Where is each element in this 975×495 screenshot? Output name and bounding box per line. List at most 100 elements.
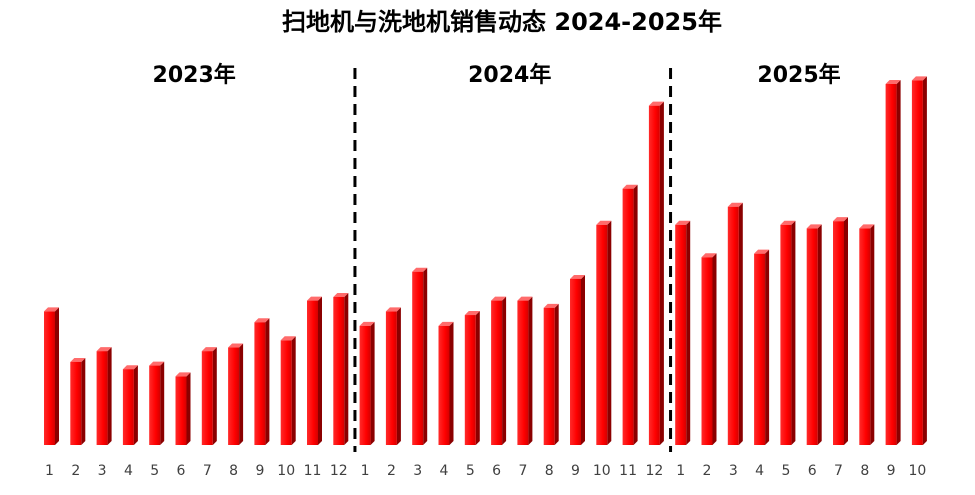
bar-side bbox=[423, 267, 428, 445]
bar-top bbox=[833, 217, 848, 222]
bar-side bbox=[475, 311, 480, 445]
bar-side bbox=[318, 296, 322, 445]
x-tick-label: 4 bbox=[440, 463, 449, 479]
bar-top bbox=[648, 101, 664, 106]
x-tick-label: 9 bbox=[255, 463, 264, 479]
x-tick-label: 10 bbox=[908, 463, 926, 479]
bar-side bbox=[186, 372, 191, 445]
bar-side bbox=[607, 220, 612, 445]
bar-front bbox=[780, 224, 792, 445]
bar-top bbox=[70, 357, 86, 362]
bar-top bbox=[438, 321, 454, 326]
bar bbox=[464, 311, 480, 445]
bar bbox=[333, 292, 349, 445]
bar-side bbox=[370, 321, 375, 445]
bar-front bbox=[675, 224, 687, 445]
bar-top bbox=[44, 307, 59, 312]
bar-top bbox=[727, 202, 743, 207]
bar-top bbox=[254, 318, 270, 323]
x-tick-label: 3 bbox=[413, 463, 422, 479]
x-tick-label: 2 bbox=[71, 463, 80, 479]
bar-front bbox=[833, 221, 844, 445]
x-tick-label: 5 bbox=[150, 463, 159, 479]
x-tick-label: 12 bbox=[645, 463, 663, 479]
bar-front bbox=[201, 351, 213, 445]
bar-front bbox=[385, 311, 397, 445]
bar-top bbox=[517, 296, 533, 301]
x-tick-label: 5 bbox=[466, 463, 475, 479]
bar-front bbox=[44, 311, 55, 445]
bar-front bbox=[543, 307, 555, 445]
bar-front bbox=[149, 365, 161, 445]
bar-front bbox=[911, 80, 923, 445]
bar-side bbox=[817, 224, 822, 445]
bar bbox=[570, 274, 585, 445]
bar bbox=[727, 202, 743, 445]
bar-front bbox=[96, 351, 108, 445]
bar-front bbox=[622, 188, 634, 445]
bar bbox=[701, 253, 717, 445]
bar-top bbox=[859, 224, 875, 229]
bar-side bbox=[133, 365, 138, 445]
x-tick-label: 3 bbox=[729, 463, 738, 479]
bar-top bbox=[596, 220, 612, 225]
bar-front bbox=[359, 325, 371, 445]
x-tick-label: 11 bbox=[619, 463, 637, 479]
bar-top bbox=[543, 303, 559, 308]
bar-top bbox=[122, 365, 138, 370]
bar-top bbox=[885, 80, 901, 84]
year-label: 2024年 bbox=[468, 62, 551, 88]
x-tick-label: 5 bbox=[781, 463, 790, 479]
bar bbox=[911, 76, 927, 445]
bar bbox=[307, 296, 322, 445]
bar-top bbox=[412, 267, 428, 272]
bar bbox=[359, 321, 375, 445]
bar bbox=[412, 267, 428, 445]
bar-side bbox=[554, 303, 559, 445]
bar-side bbox=[896, 80, 901, 445]
bar-front bbox=[806, 228, 818, 445]
bar-side bbox=[633, 184, 638, 445]
bar-side bbox=[528, 296, 533, 445]
bar-front bbox=[885, 84, 897, 445]
year-label: 2023年 bbox=[153, 62, 236, 88]
bar-side bbox=[55, 307, 59, 445]
bar-top bbox=[307, 296, 322, 301]
x-tick-label: 8 bbox=[545, 463, 554, 479]
bar-top bbox=[464, 311, 480, 316]
bar bbox=[149, 361, 165, 445]
bar-front bbox=[175, 376, 187, 445]
bar-side bbox=[712, 253, 717, 445]
bar bbox=[648, 101, 664, 445]
bar bbox=[885, 80, 901, 445]
bar bbox=[754, 249, 770, 445]
bar bbox=[254, 318, 270, 445]
bar-top bbox=[175, 372, 191, 377]
x-tick-label: 1 bbox=[676, 463, 685, 479]
bar-side bbox=[239, 343, 244, 445]
bar bbox=[833, 217, 848, 445]
bar-side bbox=[344, 292, 349, 445]
bar-front bbox=[570, 278, 581, 445]
bar-front bbox=[491, 300, 503, 445]
bar bbox=[622, 184, 638, 445]
bar-top bbox=[754, 249, 770, 254]
bar bbox=[122, 365, 138, 445]
bar-side bbox=[870, 224, 875, 445]
x-tick-label: 9 bbox=[887, 463, 896, 479]
bar-side bbox=[81, 357, 86, 445]
bar-side bbox=[291, 336, 296, 445]
bar-front bbox=[727, 206, 739, 445]
x-tick-label: 1 bbox=[361, 463, 370, 479]
bars bbox=[44, 76, 927, 445]
bar-top bbox=[675, 220, 691, 225]
x-tick-label: 12 bbox=[330, 463, 348, 479]
bar-front bbox=[333, 296, 345, 445]
bar-side bbox=[581, 274, 585, 445]
bar bbox=[385, 307, 401, 445]
x-tick-label: 7 bbox=[518, 463, 527, 479]
bar-top bbox=[149, 361, 165, 366]
bar-side bbox=[844, 217, 848, 445]
x-axis-tick-labels: 1 2 3 4 5 6 7 8 9 10 11 12 1 2 3 4 5 6 7 8 9 10 11 12 1 2 3 4 5 6 7 8 9 1… bbox=[45, 463, 926, 479]
